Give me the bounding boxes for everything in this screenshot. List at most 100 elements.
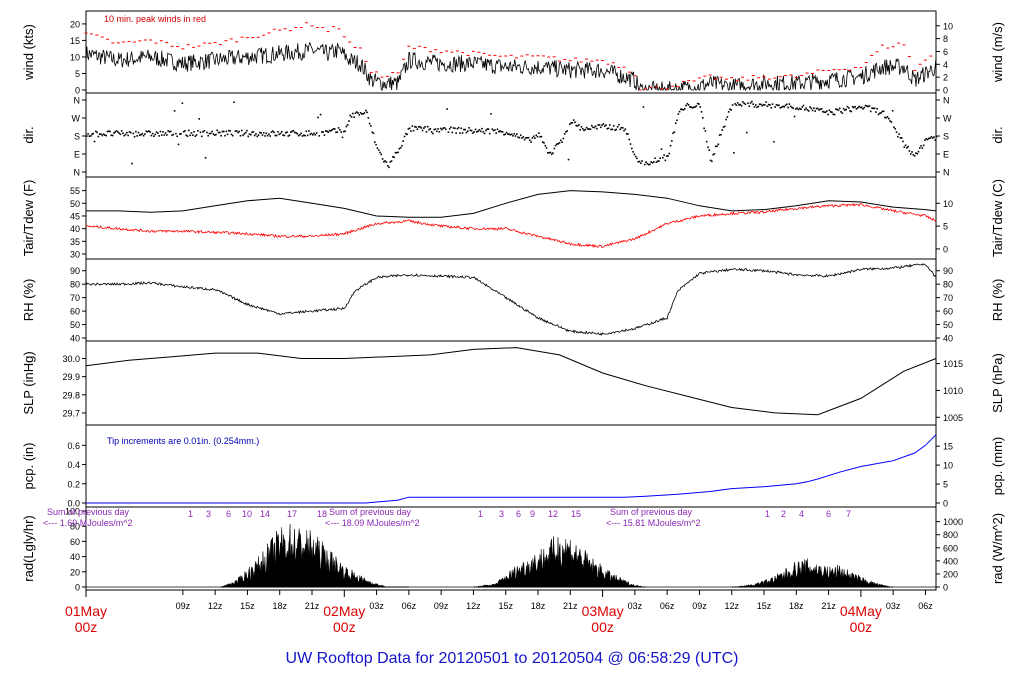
dir-series-0-point	[488, 132, 491, 135]
rad-hour-mark: 12	[548, 509, 558, 519]
dir-series-0-point	[172, 133, 175, 136]
dir-series-0-point	[510, 133, 513, 135]
dir-series-0-point	[486, 128, 488, 130]
pcp-ytick-right-label: 0	[943, 499, 948, 509]
dir-series-0-point	[284, 131, 287, 134]
dir-series-0-point	[815, 107, 818, 110]
dir-series-0-point	[597, 124, 600, 126]
wind-ytick-right-label: 4	[943, 60, 948, 70]
dir-series-0-point	[487, 128, 490, 130]
dir-series-0-point	[829, 111, 832, 113]
dir-ytick-right-label: N	[943, 168, 950, 178]
dir-series-0-point	[521, 137, 523, 139]
dir-series-0-point	[271, 130, 274, 132]
dir-series-0-point	[235, 130, 238, 132]
dir-series-0-point	[578, 124, 580, 126]
pcp-series-0-line	[86, 434, 937, 504]
dir-series-0-point	[500, 130, 503, 133]
dir-series-0-point	[233, 101, 235, 104]
x-day-label-hour: 00z	[850, 619, 873, 635]
dir-series-0-point	[88, 135, 91, 137]
dir-series-0-point	[869, 110, 872, 113]
dir-series-0-point	[929, 137, 931, 139]
dir-series-0-point	[168, 130, 171, 133]
dir-series-0-point	[157, 132, 159, 135]
dir-series-0-point	[158, 135, 160, 137]
x-tick-label: 15z	[757, 601, 772, 611]
dir-series-0-point	[455, 132, 457, 134]
dir-series-0-point	[191, 134, 194, 136]
temp-frame	[85, 176, 937, 260]
dir-ylabel: dir.	[21, 126, 36, 143]
dir-series-0-point	[107, 130, 110, 133]
x-tick-label: 09z	[692, 601, 707, 611]
dir-series-0-point	[532, 135, 535, 138]
dir-series-0-point	[115, 130, 118, 132]
dir-series-0-point	[343, 130, 345, 133]
pcp-ytick-label: 0.4	[67, 460, 80, 470]
dir-series-0-point	[164, 132, 167, 134]
dir-series-0-point	[162, 131, 164, 133]
dir-series-0-point	[224, 134, 226, 137]
dir-series-0-point	[333, 128, 336, 130]
dir-series-0-point	[446, 108, 448, 110]
dir-series-0-point	[339, 129, 341, 131]
slp-ytick-label: 30.0	[62, 354, 80, 364]
dir-series-0-point	[769, 104, 771, 106]
rad-daily-sum-value: <--- 15.81 MJoules/m^2	[606, 518, 701, 528]
x-tick-label: 06z	[660, 601, 675, 611]
dir-series-0-point	[585, 126, 588, 129]
dir-series-0-point	[787, 106, 789, 109]
dir-series-0-point	[592, 126, 594, 129]
dir-series-0-point	[104, 134, 106, 136]
dir-series-0-point	[450, 126, 452, 128]
dir-series-0-point	[92, 132, 95, 135]
dir-series-0-point	[357, 112, 359, 114]
dir-series-0-point	[315, 132, 318, 134]
dir-series-0-point	[730, 109, 733, 111]
dir-series-0-point	[528, 139, 531, 142]
dir-series-0-point	[566, 130, 569, 132]
dir-series-0-point	[796, 107, 798, 109]
temp-ytick-label: 30	[70, 250, 80, 260]
dir-series-0-point	[326, 130, 328, 133]
dir-series-0-point	[412, 129, 415, 132]
dir-series-0-point	[363, 112, 366, 114]
dir-series-0-point	[798, 107, 801, 110]
dir-series-0-point	[229, 130, 231, 132]
dir-series-0-point	[451, 131, 454, 134]
dir-series-0-point	[543, 142, 545, 144]
dir-series-0-point	[681, 108, 683, 111]
dir-series-0-point	[470, 129, 473, 132]
dir-series-0-point	[818, 109, 820, 111]
dir-series-0-point	[934, 139, 937, 141]
dir-series-0-point	[837, 109, 840, 111]
dir-series-0-point	[109, 130, 111, 133]
dir-ytick-label: S	[74, 132, 80, 142]
dir-series-0-point	[716, 145, 718, 147]
dir-series-0-point	[611, 128, 614, 131]
dir-series-0-point	[87, 133, 89, 135]
dir-series-0-point	[275, 134, 278, 137]
rad-hour-mark: 6	[226, 509, 231, 519]
pcp-ylabel: pcp. (in)	[21, 443, 36, 490]
wind-ytick-right-label: 8	[943, 34, 948, 44]
dir-series-0-point	[123, 134, 126, 137]
dir-series-0-point	[430, 131, 433, 133]
dir-series-0-point	[425, 131, 428, 133]
temp-series-0-line	[86, 190, 937, 218]
dir-series-0-point	[672, 132, 674, 135]
dir-series-0-point	[466, 130, 469, 132]
x-day-label: 04May	[840, 603, 882, 619]
dir-series-0-point	[536, 135, 539, 138]
dir-series-0-point	[872, 107, 875, 110]
dir-series-0-point	[372, 132, 375, 135]
panel-rad: 02040608010002004006008001000rad(Lgly/hr…	[21, 506, 1005, 593]
dir-series-0-point	[459, 132, 461, 134]
dir-series-0-point	[924, 139, 926, 142]
dir-series-0-point	[909, 153, 912, 155]
dir-series-0-point	[673, 131, 676, 133]
dir-series-0-point	[204, 156, 207, 159]
dir-series-0-point	[889, 120, 891, 122]
dir-series-0-point	[149, 131, 151, 133]
